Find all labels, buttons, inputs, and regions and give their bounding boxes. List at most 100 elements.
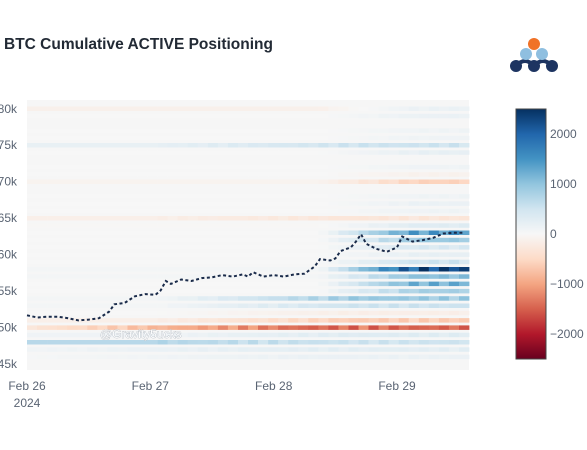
heatmap-cell xyxy=(67,223,78,228)
heatmap-cell xyxy=(378,201,389,206)
heatmap-cell xyxy=(308,216,319,221)
heatmap-cell xyxy=(298,216,309,221)
heatmap-cell xyxy=(227,113,239,119)
heatmap-cell xyxy=(157,113,168,119)
heatmap-cell xyxy=(338,332,349,338)
heatmap-cell xyxy=(248,259,259,265)
heatmap-cell xyxy=(107,267,118,272)
heatmap-cell xyxy=(217,318,229,323)
heatmap-cell xyxy=(328,113,339,119)
heatmap-cell xyxy=(298,172,309,177)
heatmap-cell xyxy=(418,201,430,206)
heatmap-cell xyxy=(388,281,399,287)
heatmap-cell xyxy=(398,164,410,170)
heatmap-cell xyxy=(67,216,78,221)
heatmap-cell xyxy=(308,245,319,250)
heatmap-cell xyxy=(258,288,269,294)
heatmap-cell xyxy=(378,245,389,250)
heatmap-cell xyxy=(177,245,189,250)
heatmap-cell xyxy=(147,245,158,250)
heatmap-cell xyxy=(57,164,68,170)
heatmap-cell xyxy=(117,106,128,111)
heatmap-cell xyxy=(217,237,229,243)
heatmap-cell xyxy=(378,113,389,119)
heatmap-cell xyxy=(398,135,410,141)
heatmap-cell xyxy=(197,245,209,250)
heatmap-cell xyxy=(428,106,440,111)
heatmap-cell xyxy=(438,332,450,338)
heatmap-cell xyxy=(368,172,379,177)
heatmap-cell xyxy=(57,194,68,199)
heatmap-cell xyxy=(278,303,289,308)
heatmap-cell xyxy=(288,106,299,111)
heatmap-cell xyxy=(398,223,410,228)
heatmap-cell xyxy=(248,303,259,308)
heatmap-cell xyxy=(328,274,339,279)
heatmap-cell xyxy=(298,267,309,272)
heatmap-cell xyxy=(268,252,279,257)
heatmap-cell xyxy=(408,347,420,352)
heatmap-cell xyxy=(137,332,148,338)
heatmap-cell xyxy=(77,354,88,360)
heatmap-cell xyxy=(167,288,178,294)
heatmap-cell xyxy=(318,135,329,141)
heatmap-cell xyxy=(378,194,389,199)
heatmap-cell xyxy=(248,128,259,133)
heatmap-cell xyxy=(268,281,279,287)
heatmap-cell xyxy=(27,223,38,228)
heatmap-cell xyxy=(388,288,399,294)
heatmap-cell xyxy=(288,201,299,206)
heatmap-cell xyxy=(238,332,249,338)
heatmap-cell xyxy=(217,288,229,294)
heatmap-cell xyxy=(137,106,148,111)
heatmap-cell xyxy=(57,237,68,243)
heatmap-cell xyxy=(388,194,399,199)
heatmap-cell xyxy=(207,216,219,221)
heatmap-cell xyxy=(338,267,349,272)
heatmap-cell xyxy=(217,325,229,330)
heatmap-cell xyxy=(459,172,470,177)
heatmap-cell xyxy=(57,354,68,360)
heatmap-cell xyxy=(127,113,138,119)
y-tick-label: 65k xyxy=(0,211,18,225)
heatmap-cell xyxy=(87,347,98,352)
heatmap-cell xyxy=(147,164,158,170)
heatmap-cell xyxy=(408,216,420,221)
heatmap-cell xyxy=(77,310,88,316)
heatmap-cell xyxy=(308,164,319,170)
heatmap-cell xyxy=(318,288,329,294)
heatmap-cell xyxy=(147,303,158,308)
heatmap-cell xyxy=(438,310,450,316)
heatmap-cell xyxy=(408,106,420,111)
heatmap-cell xyxy=(378,252,389,257)
heatmap-cell xyxy=(67,150,78,155)
heatmap-cell xyxy=(117,259,128,265)
heatmap-cell xyxy=(87,325,98,330)
heatmap-cell xyxy=(378,143,389,148)
heatmap-cell xyxy=(348,172,359,177)
heatmap-cell xyxy=(288,223,299,228)
heatmap-cell xyxy=(428,216,440,221)
heatmap-cell xyxy=(308,318,319,323)
heatmap-cell xyxy=(37,208,48,214)
heatmap-cell xyxy=(328,223,339,228)
heatmap-cell xyxy=(448,179,460,184)
heatmap-cell xyxy=(448,143,460,148)
heatmap-cell xyxy=(388,135,399,141)
heatmap-cell xyxy=(47,172,58,177)
heatmap-cell xyxy=(459,106,470,111)
heatmap-cell xyxy=(97,354,108,360)
heatmap-cell xyxy=(288,310,299,316)
heatmap-cell xyxy=(147,332,158,338)
heatmap-cell xyxy=(167,172,178,177)
heatmap-cell xyxy=(127,296,138,301)
heatmap-cell xyxy=(157,237,168,243)
price-series xyxy=(26,231,464,322)
heatmap-cell xyxy=(137,325,148,330)
heatmap-cell xyxy=(207,318,219,323)
heatmap-cell xyxy=(358,128,369,133)
heatmap-cell xyxy=(117,252,128,257)
heatmap-cell xyxy=(57,252,68,257)
heatmap-cell xyxy=(77,267,88,272)
heatmap-cell xyxy=(187,281,199,287)
